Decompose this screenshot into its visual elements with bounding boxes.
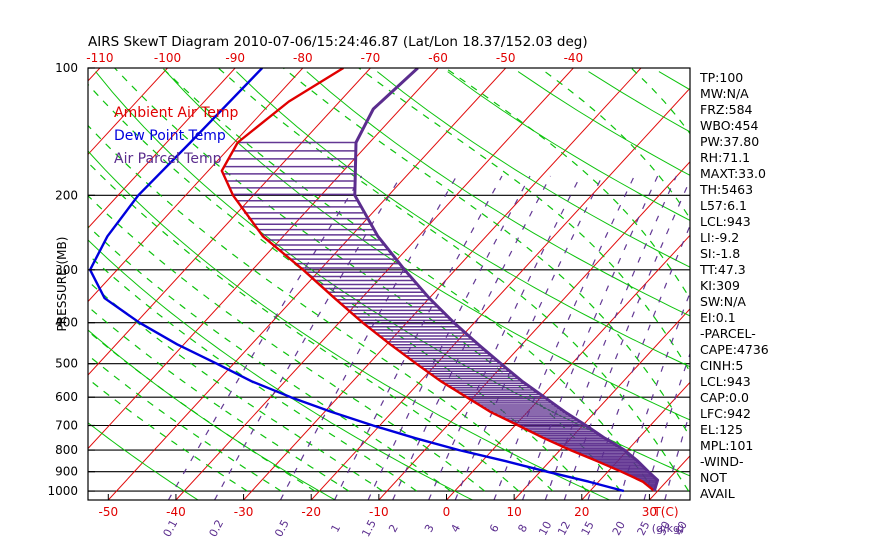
x-bottom-tick-label: 30	[642, 505, 657, 519]
mixing-ratio-tick-label: 20	[610, 519, 628, 537]
y-axis-label: PRESSURE (MB)	[55, 237, 69, 332]
x-top-tick-label: -60	[428, 51, 448, 65]
x-bottom-tick-label: -40	[166, 505, 186, 519]
mixing-ratio-tick-label: 30	[655, 519, 673, 537]
x-top-tick-label: -70	[361, 51, 381, 65]
y-tick-label: 1000	[47, 484, 78, 498]
stat-line-8: L57:6.1	[700, 198, 747, 213]
legend: Ambient Air Temp Dew Point Temp Air Parcel…	[114, 105, 239, 167]
stat-line-15: EI:0.1	[700, 310, 736, 325]
y-tick-label: 600	[55, 390, 78, 404]
x-bottom-tick-label: -10	[369, 505, 389, 519]
stat-line-9: LCL:943	[700, 214, 751, 229]
stat-line-6: MAXT:33.0	[700, 166, 766, 181]
mixing-ratio-unit-label: (g/kg)	[652, 522, 685, 535]
x-top-tick-label: -80	[293, 51, 313, 65]
x-top-tick-label: -110	[86, 51, 113, 65]
x-bottom-tick-label: -50	[98, 505, 118, 519]
x-top-tick-label: -90	[225, 51, 245, 65]
y-tick-label: 700	[55, 419, 78, 433]
x-bottom-tick-label: 20	[574, 505, 589, 519]
stat-line-22: EL:125	[700, 422, 743, 437]
mixing-ratio-tick-label: 25	[635, 519, 653, 537]
data-layer	[88, 68, 660, 493]
mixing-ratio-tick-label: 15	[579, 519, 597, 537]
x-bottom-tick-label: -20	[301, 505, 321, 519]
page-title: AIRS SkewT Diagram 2010-07-06/15:24:46.8…	[88, 34, 588, 50]
legend-item-2: Air Parcel Temp	[114, 151, 222, 167]
y-tick-label: 100	[55, 61, 78, 75]
stat-line-11: SI:-1.8	[700, 246, 740, 261]
stat-line-25: NOT	[700, 470, 727, 485]
stat-line-18: CINH:5	[700, 358, 743, 373]
y-tick-label: 300	[55, 263, 78, 277]
y-tick-label: 900	[55, 465, 78, 479]
x-bottom-tick-label: -30	[234, 505, 254, 519]
x-top-tick-label: -50	[496, 51, 516, 65]
y-tick-label: 800	[55, 443, 78, 457]
legend-item-1: Dew Point Temp	[114, 128, 226, 144]
y-tick-label: 200	[55, 188, 78, 202]
x-top-tick-label: -40	[564, 51, 584, 65]
y-tick-label: 400	[55, 316, 78, 330]
x-bottom-tick-label: 10	[506, 505, 521, 519]
stat-line-24: -WIND-	[700, 454, 744, 469]
stat-line-20: CAP:0.0	[700, 390, 749, 405]
stat-line-21: LFC:942	[700, 406, 751, 421]
stat-line-0: TP:100	[699, 70, 743, 85]
stat-line-4: PW:37.80	[700, 134, 759, 149]
stat-line-23: MPL:101	[700, 438, 753, 453]
x-axis-unit-label: T(C)	[652, 505, 678, 519]
y-tick-label: 500	[55, 357, 78, 371]
legend-item-0: Ambient Air Temp	[114, 105, 239, 121]
stat-line-1: MW:N/A	[700, 86, 749, 101]
plot-frame	[87, 67, 691, 501]
stat-line-7: TH:5463	[699, 182, 753, 197]
stat-line-12: TT:47.3	[699, 262, 746, 277]
mixing-ratio-tick-label: 12	[555, 519, 573, 537]
stat-line-5: RH:71.1	[700, 150, 750, 165]
stat-line-13: KI:309	[700, 278, 740, 293]
stat-line-26: AVAIL	[700, 486, 735, 501]
x-top-tick-label: -100	[154, 51, 181, 65]
stat-line-14: SW:N/A	[700, 294, 746, 309]
stat-line-19: LCL:943	[700, 374, 751, 389]
stat-line-10: LI:-9.2	[700, 230, 739, 245]
mixing-ratio-tick-label: 10	[536, 519, 554, 537]
stat-line-17: CAPE:4736	[700, 342, 769, 357]
stat-line-3: WBO:454	[700, 118, 758, 133]
stat-line-16: -PARCEL-	[700, 326, 756, 341]
x-bottom-tick-label: 0	[443, 505, 451, 519]
mixing-ratio-tick-label: 40	[672, 519, 690, 537]
stat-line-2: FRZ:584	[700, 102, 753, 117]
stats-panel: TP:100MW:N/AFRZ:584WBO:454PW:37.80RH:71.…	[699, 70, 769, 501]
